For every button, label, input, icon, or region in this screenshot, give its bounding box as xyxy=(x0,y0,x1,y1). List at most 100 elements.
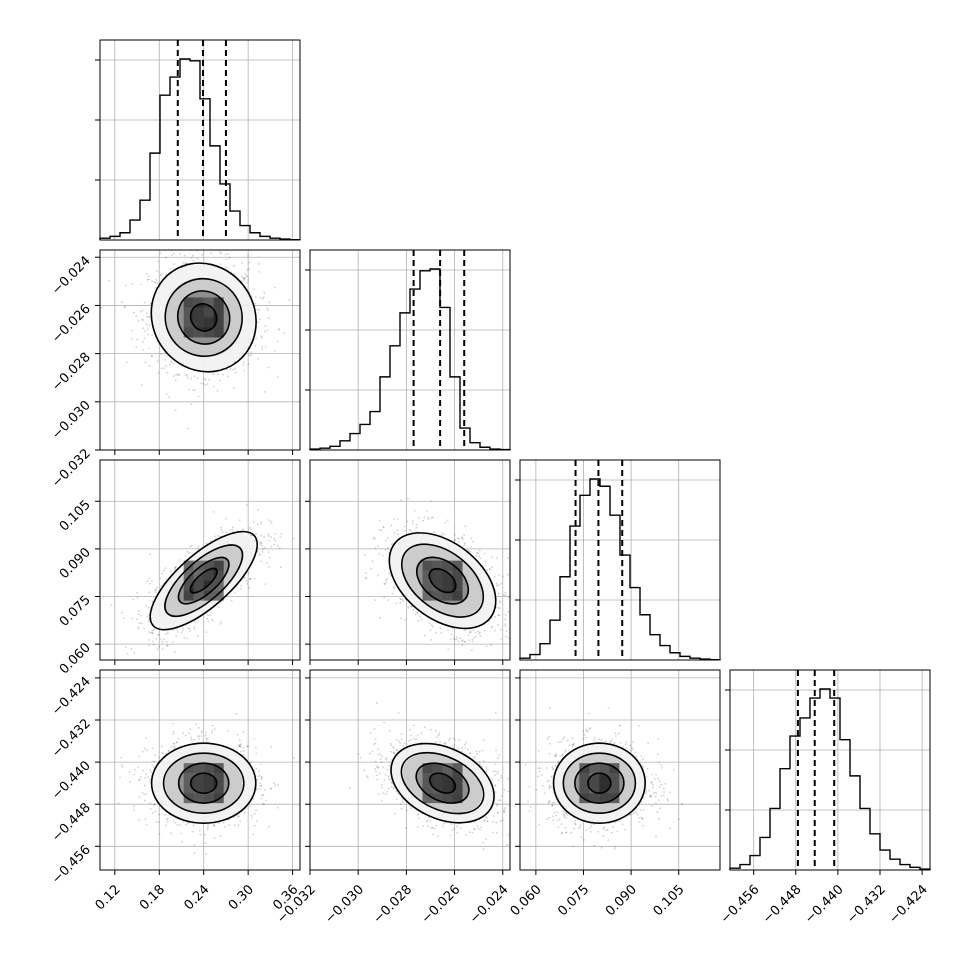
scatter-point xyxy=(417,619,420,622)
scatter-point xyxy=(151,629,154,632)
scatter-point xyxy=(453,539,456,542)
scatter-point xyxy=(172,629,174,632)
scatter-point xyxy=(391,592,394,595)
scatter-point xyxy=(150,617,153,620)
scatter-point xyxy=(206,383,209,385)
scatter-point xyxy=(151,600,154,603)
scatter-point xyxy=(472,629,475,632)
scatter-point xyxy=(174,379,177,381)
scatter-point xyxy=(147,639,150,641)
contour-1-0-1 xyxy=(176,290,231,345)
scatter-point xyxy=(225,531,228,533)
scatter-point xyxy=(120,611,123,614)
density-cell xyxy=(432,560,443,571)
scatter-point xyxy=(414,509,416,512)
scatter-point xyxy=(151,334,154,336)
scatter-point xyxy=(100,307,103,309)
scatter-point xyxy=(159,638,162,640)
scatter-point xyxy=(490,566,493,569)
scatter-point xyxy=(387,537,389,539)
scatter-point xyxy=(507,556,509,559)
scatter-point xyxy=(188,552,191,554)
scatter-point xyxy=(136,618,138,621)
scatter-point xyxy=(247,255,250,257)
density-cell xyxy=(193,560,204,571)
scatter-point xyxy=(274,539,276,542)
scatter-point xyxy=(471,640,474,643)
scatter-point xyxy=(288,298,291,301)
scatter-point xyxy=(212,824,215,827)
scatter-point xyxy=(196,547,199,550)
scatter-point xyxy=(125,284,127,287)
scatter-point xyxy=(212,511,215,513)
scatter-point xyxy=(183,254,186,257)
scatter-point xyxy=(447,629,449,632)
scatter-point xyxy=(191,830,194,833)
scatter-point xyxy=(258,271,261,273)
scatter-point xyxy=(254,539,257,541)
scatter-point xyxy=(197,727,200,729)
scatter-point xyxy=(187,627,190,630)
scatter-point xyxy=(194,389,197,391)
scatter-point xyxy=(233,387,235,390)
scatter-point xyxy=(137,779,140,781)
scatter-point xyxy=(142,341,145,343)
scatter-point xyxy=(415,526,418,529)
scatter-point xyxy=(162,245,164,247)
scatter-point xyxy=(141,384,143,386)
scatter-point xyxy=(279,566,282,569)
scatter-point xyxy=(142,327,145,330)
scatter-point xyxy=(254,344,256,347)
scatter-point xyxy=(165,641,168,643)
scatter-point xyxy=(384,539,387,542)
histogram-panel-3 xyxy=(725,669,931,871)
scatter-point xyxy=(173,742,176,745)
scatter-point xyxy=(176,740,178,743)
density-cell xyxy=(213,590,224,601)
scatter-point xyxy=(243,753,245,756)
scatter-point xyxy=(166,818,169,821)
scatter-point xyxy=(246,503,248,506)
scatter-point xyxy=(150,354,153,357)
scatter-point xyxy=(153,281,156,284)
scatter-point xyxy=(176,374,179,376)
density-cell xyxy=(193,317,204,328)
scatter-point xyxy=(182,627,185,630)
scatter-point xyxy=(393,587,395,589)
density-cell xyxy=(213,317,224,328)
contour-1-0-3 xyxy=(150,262,257,373)
scatter-point xyxy=(120,763,123,766)
scatter-point xyxy=(159,577,162,580)
scatter-point xyxy=(401,598,404,601)
scatter-point xyxy=(226,237,228,239)
scatter-point xyxy=(385,579,387,582)
scatter-point xyxy=(427,518,430,521)
scatter-point xyxy=(432,625,434,628)
scatter-point xyxy=(388,572,391,575)
scatter-point xyxy=(449,638,452,641)
scatter-point xyxy=(267,309,269,311)
scatter-point xyxy=(475,554,478,557)
scatter-point xyxy=(373,537,376,540)
scatter-point xyxy=(158,645,161,648)
scatter-point xyxy=(248,586,251,589)
scatter-point xyxy=(186,637,189,640)
scatter-point xyxy=(364,571,367,574)
scatter-point xyxy=(233,272,236,275)
scatter-point xyxy=(190,544,193,547)
scatter-point xyxy=(156,360,159,362)
scatter-point xyxy=(424,634,426,637)
scatter-point xyxy=(132,598,135,601)
scatter-point xyxy=(158,813,160,816)
scatter-point xyxy=(292,537,295,540)
scatter-point xyxy=(376,574,379,577)
scatter-point xyxy=(253,738,256,740)
scatter-point xyxy=(209,614,212,617)
scatter-point xyxy=(504,591,507,594)
scatter-point xyxy=(249,578,252,580)
scatter-panel-1-0 xyxy=(95,237,301,455)
scatter-point xyxy=(400,617,403,620)
scatter-point xyxy=(137,613,140,615)
scatter-point xyxy=(387,599,390,602)
scatter-point xyxy=(256,523,259,525)
